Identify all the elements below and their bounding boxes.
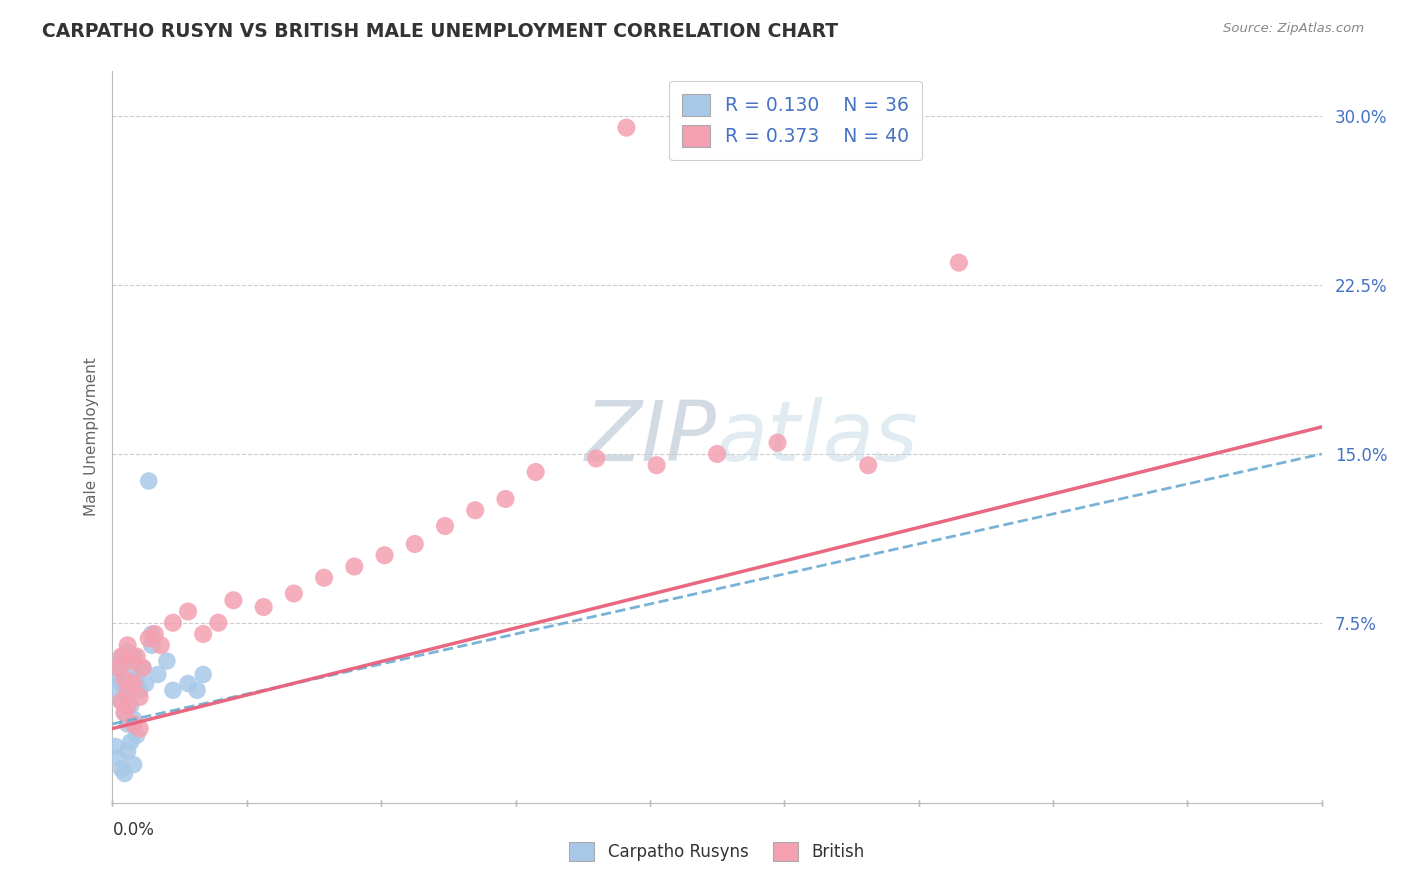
Point xyxy=(110,676,132,690)
Point xyxy=(404,537,426,551)
Point xyxy=(253,599,276,614)
Point xyxy=(177,605,200,619)
Point xyxy=(122,717,145,731)
Legend: Carpatho Rusyns, British: Carpatho Rusyns, British xyxy=(562,835,872,868)
Point xyxy=(222,593,245,607)
Text: ZIP: ZIP xyxy=(585,397,717,477)
Point xyxy=(117,744,139,758)
Point xyxy=(156,654,179,668)
Point xyxy=(117,690,139,704)
Point xyxy=(616,120,638,135)
Text: Source: ZipAtlas.com: Source: ZipAtlas.com xyxy=(1223,22,1364,36)
Point xyxy=(117,699,139,714)
Point xyxy=(374,548,396,562)
Point xyxy=(146,667,169,681)
Point xyxy=(114,706,136,720)
Point xyxy=(104,672,127,686)
Point xyxy=(117,638,139,652)
Point xyxy=(186,683,208,698)
Point xyxy=(122,713,145,727)
Point xyxy=(125,672,148,686)
Point xyxy=(141,638,163,652)
Point xyxy=(495,491,517,506)
Point xyxy=(110,694,132,708)
Point xyxy=(107,661,129,675)
Point xyxy=(856,458,880,473)
Point xyxy=(120,735,142,749)
Point xyxy=(114,766,136,780)
Point xyxy=(114,654,136,668)
Point xyxy=(191,627,214,641)
Point xyxy=(645,458,668,473)
Point xyxy=(585,451,607,466)
Point xyxy=(125,649,148,664)
Point xyxy=(766,435,789,450)
Point xyxy=(149,638,172,652)
Point xyxy=(114,672,136,686)
Point xyxy=(138,632,160,646)
Point xyxy=(110,649,132,664)
Point xyxy=(122,649,145,664)
Point xyxy=(948,255,970,269)
Point xyxy=(117,717,139,731)
Point xyxy=(132,661,155,675)
Point xyxy=(143,627,166,641)
Point xyxy=(110,762,132,776)
Point xyxy=(138,474,160,488)
Point xyxy=(207,615,229,630)
Point xyxy=(141,627,163,641)
Y-axis label: Male Unemployment: Male Unemployment xyxy=(83,358,98,516)
Text: atlas: atlas xyxy=(717,397,918,477)
Point xyxy=(343,559,366,574)
Point xyxy=(122,676,145,690)
Point xyxy=(132,661,155,675)
Point xyxy=(706,447,728,461)
Point xyxy=(128,690,150,704)
Point xyxy=(162,615,184,630)
Point xyxy=(107,661,129,675)
Point xyxy=(135,676,157,690)
Point xyxy=(433,519,456,533)
Point xyxy=(162,683,184,698)
Text: CARPATHO RUSYN VS BRITISH MALE UNEMPLOYMENT CORRELATION CHART: CARPATHO RUSYN VS BRITISH MALE UNEMPLOYM… xyxy=(42,22,838,41)
Point xyxy=(120,654,142,668)
Point xyxy=(117,683,139,698)
Point xyxy=(120,699,142,714)
Point xyxy=(125,728,148,742)
Point xyxy=(120,661,142,675)
Point xyxy=(110,694,132,708)
Point xyxy=(128,683,150,698)
Point xyxy=(191,667,214,681)
Point xyxy=(464,503,486,517)
Point xyxy=(524,465,547,479)
Text: 0.0%: 0.0% xyxy=(112,821,155,839)
Point xyxy=(128,722,150,736)
Point xyxy=(107,683,129,698)
Point xyxy=(177,676,200,690)
Point xyxy=(283,586,305,600)
Point xyxy=(122,757,145,772)
Point xyxy=(107,751,129,765)
Point xyxy=(117,645,139,659)
Point xyxy=(110,649,132,664)
Point xyxy=(314,571,336,585)
Point xyxy=(114,706,136,720)
Point xyxy=(104,739,127,754)
